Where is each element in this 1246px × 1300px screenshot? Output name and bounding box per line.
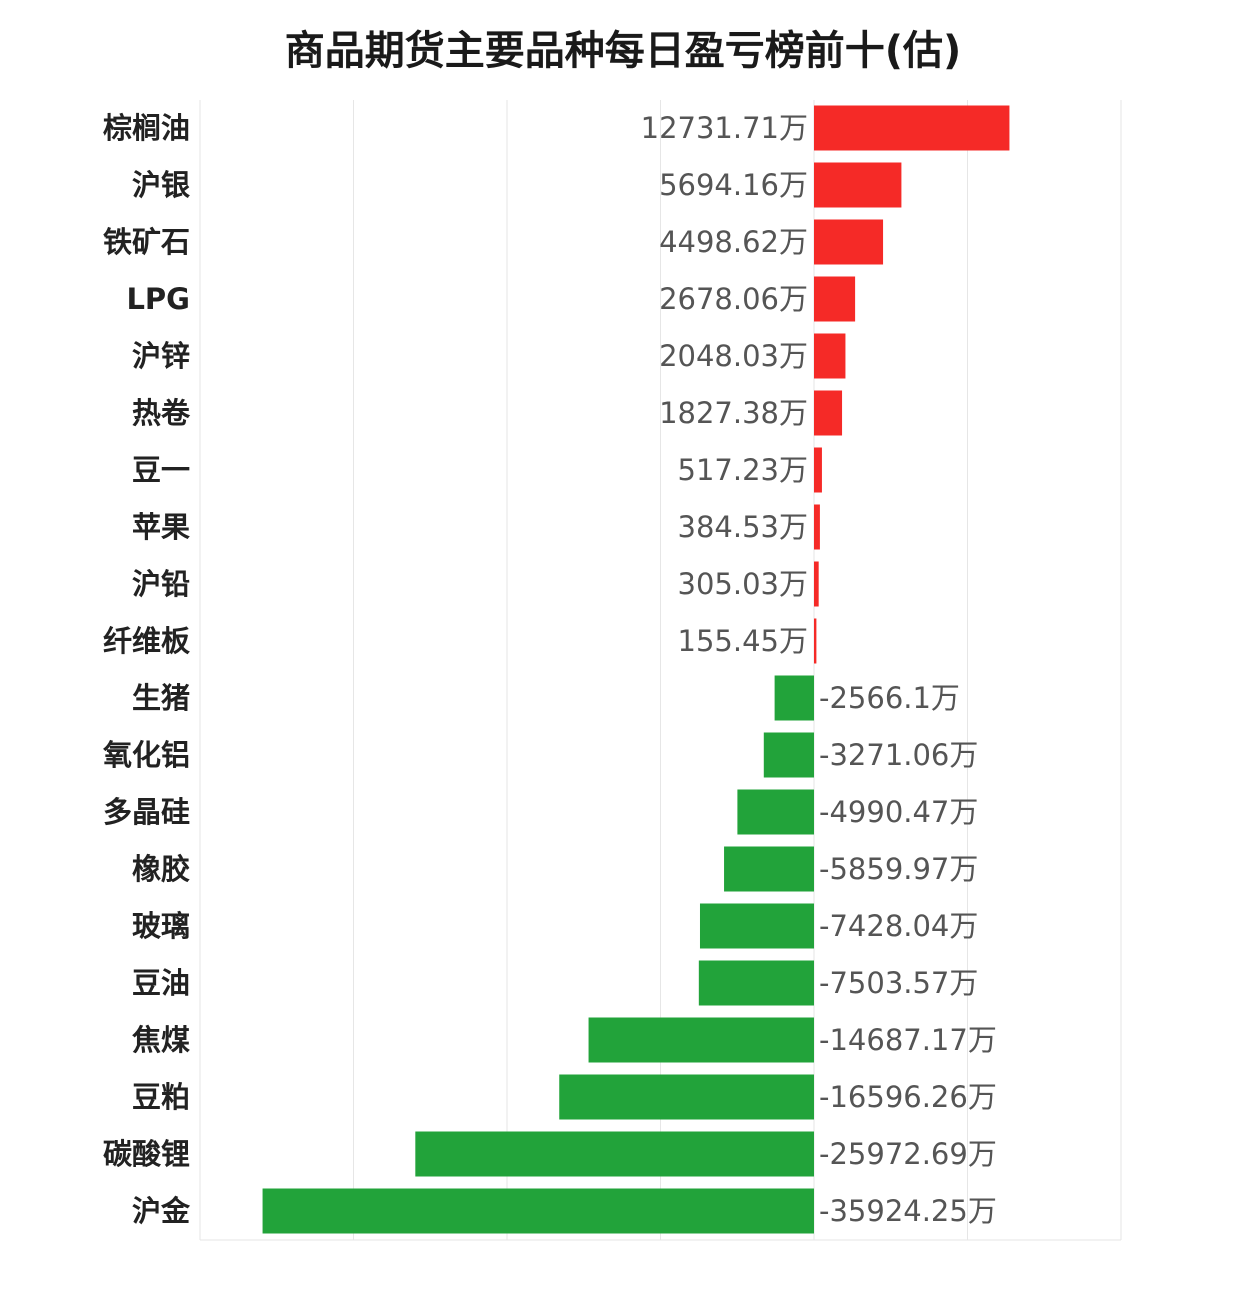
category-label: 玻璃 <box>132 909 190 943</box>
category-label: 苹果 <box>132 510 190 544</box>
value-label: -2566.1万 <box>819 681 960 715</box>
bar <box>814 390 843 436</box>
category-label: 纤维板 <box>103 624 191 658</box>
category-label: 焦煤 <box>132 1023 190 1057</box>
category-label: 豆一 <box>132 453 190 487</box>
category-label: 沪银 <box>132 168 190 202</box>
value-label: 305.03万 <box>678 567 808 601</box>
bar <box>415 1131 814 1177</box>
bar <box>814 447 822 493</box>
category-label: 沪铅 <box>132 567 190 601</box>
value-label: 155.45万 <box>678 624 808 658</box>
category-label: 生猪 <box>132 681 190 715</box>
category-label: 铁矿石 <box>103 225 190 259</box>
value-label: 1827.38万 <box>659 396 808 430</box>
category-label: 豆粕 <box>132 1080 190 1114</box>
value-label: -25972.69万 <box>819 1137 997 1171</box>
bar <box>774 675 814 721</box>
bar <box>814 105 1010 151</box>
value-label: 5694.16万 <box>659 168 808 202</box>
category-label: LPG <box>126 282 190 316</box>
value-label: -14687.17万 <box>819 1023 997 1057</box>
category-label: 氧化铝 <box>102 738 190 772</box>
bar <box>588 1017 814 1063</box>
value-label: 12731.71万 <box>641 111 808 145</box>
value-label: -4990.47万 <box>819 795 978 829</box>
value-label: 2678.06万 <box>659 282 808 316</box>
value-label: -16596.26万 <box>819 1080 997 1114</box>
value-label: 4498.62万 <box>659 225 808 259</box>
bar <box>814 561 819 607</box>
value-label: -35924.25万 <box>819 1194 997 1228</box>
bar <box>814 276 856 322</box>
bar <box>814 219 884 265</box>
category-label: 热卷 <box>132 396 191 430</box>
value-label: -5859.97万 <box>819 852 978 886</box>
value-label: -3271.06万 <box>819 738 978 772</box>
bar <box>724 846 814 892</box>
value-label: -7428.04万 <box>819 909 978 943</box>
chart-title: 商品期货主要品种每日盈亏榜前十(估) <box>284 28 962 74</box>
bar <box>737 789 814 835</box>
bar <box>814 504 820 550</box>
value-label: 2048.03万 <box>659 339 808 373</box>
category-label: 棕榈油 <box>103 111 190 145</box>
value-label: -7503.57万 <box>819 966 978 1000</box>
category-label: 碳酸锂 <box>103 1137 190 1171</box>
category-label: 橡胶 <box>132 852 190 886</box>
bar <box>814 162 902 208</box>
bar <box>699 903 814 949</box>
category-label: 沪锌 <box>132 339 190 373</box>
bar <box>262 1188 815 1234</box>
bar <box>763 732 814 778</box>
category-label: 多晶硅 <box>103 795 190 829</box>
value-label: 517.23万 <box>678 453 808 487</box>
category-label: 豆油 <box>132 966 190 1000</box>
bar <box>814 618 817 664</box>
category-label: 沪金 <box>132 1194 191 1228</box>
bar <box>698 960 814 1006</box>
bar <box>559 1074 814 1120</box>
bar <box>814 333 846 379</box>
value-label: 384.53万 <box>678 510 808 544</box>
